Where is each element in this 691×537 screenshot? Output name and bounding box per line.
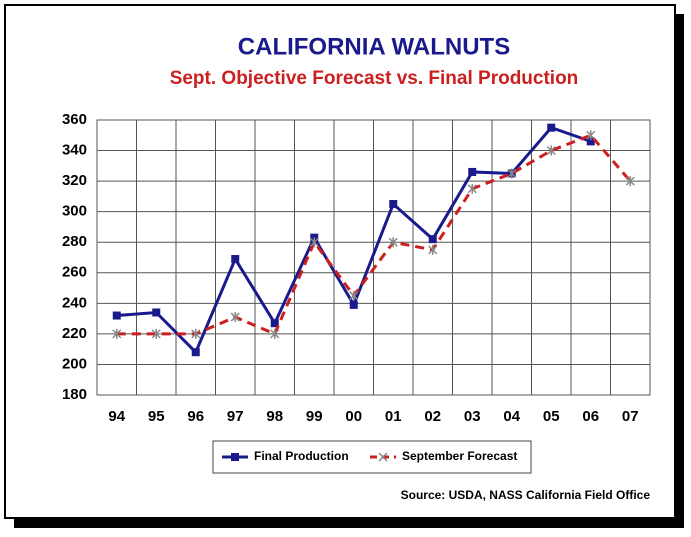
y-tick-label: 220 [62, 325, 87, 342]
marker [309, 237, 319, 248]
x-tick-label: 94 [108, 408, 125, 425]
marker [547, 123, 556, 132]
y-tick-label: 180 [62, 386, 87, 403]
y-tick-label: 260 [62, 264, 87, 281]
y-tick-label: 240 [62, 294, 87, 311]
x-tick-label: 06 [582, 408, 599, 425]
marker [151, 328, 161, 339]
legend-label: September Forecast [402, 449, 517, 463]
marker [231, 255, 240, 264]
y-tick-label: 300 [62, 203, 87, 220]
x-tick-label: 04 [503, 408, 520, 425]
marker [270, 319, 279, 328]
x-tick-label: 01 [385, 408, 402, 425]
marker [230, 312, 240, 323]
marker [191, 348, 200, 357]
marker [349, 290, 359, 301]
marker [152, 308, 161, 317]
x-tick-label: 00 [345, 408, 362, 425]
marker [428, 244, 438, 255]
y-tick-label: 200 [62, 355, 87, 372]
marker [349, 300, 358, 309]
y-tick-label: 320 [62, 172, 87, 189]
marker [507, 168, 517, 179]
marker [428, 235, 437, 244]
marker [625, 176, 635, 187]
marker [112, 311, 121, 320]
chart-title: CALIFORNIA WALNUTS [238, 33, 510, 60]
marker [467, 183, 477, 194]
marker [586, 130, 596, 141]
marker [546, 145, 556, 156]
marker [388, 237, 398, 248]
marker [586, 137, 595, 146]
x-tick-label: 03 [464, 408, 481, 425]
marker [270, 328, 280, 339]
x-tick-label: 07 [622, 408, 639, 425]
marker [468, 167, 477, 176]
y-tick-label: 340 [62, 142, 87, 159]
x-tick-label: 02 [424, 408, 441, 425]
x-tick-label: 99 [306, 408, 323, 425]
x-tick-label: 95 [148, 408, 165, 425]
chart-subtitle: Sept. Objective Forecast vs. Final Produ… [170, 68, 579, 89]
x-tick-label: 96 [187, 408, 204, 425]
x-tick-label: 05 [543, 408, 560, 425]
y-tick-label: 280 [62, 233, 87, 250]
series-line [116, 133, 632, 336]
y-tick-label: 360 [62, 111, 87, 128]
x-tick-label: 98 [266, 408, 283, 425]
marker [112, 328, 122, 339]
source-note: Source: USDA, NASS California Field Offi… [401, 488, 651, 502]
marker [389, 200, 398, 209]
legend-marker [231, 453, 239, 461]
x-tick-label: 97 [227, 408, 244, 425]
legend-marker [378, 452, 388, 462]
marker [191, 328, 201, 339]
legend-label: Final Production [254, 449, 349, 463]
